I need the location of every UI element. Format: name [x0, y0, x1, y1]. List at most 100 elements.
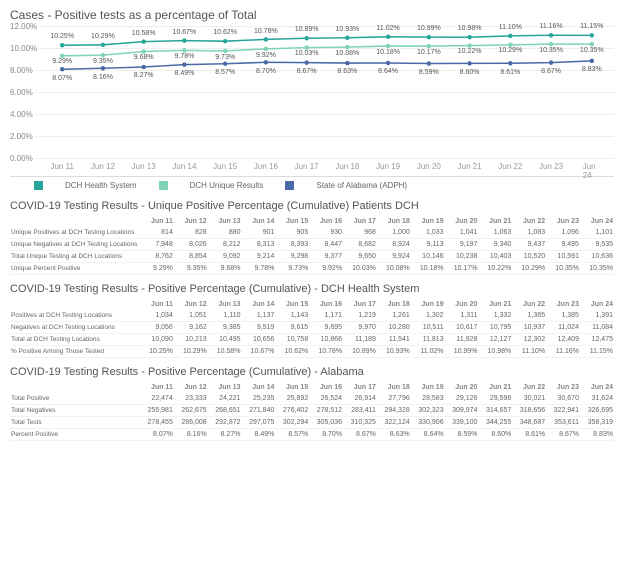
cell: 9,298 [275, 251, 309, 263]
cell: 348,687 [512, 417, 546, 429]
cell: 9,437 [512, 239, 546, 251]
point-label: 8.67% [541, 68, 561, 75]
x-axis-label: Jun 15 [213, 162, 237, 171]
cell: 344,255 [478, 417, 512, 429]
col-header: Jun 16 [309, 382, 343, 393]
cell: 9,535 [580, 239, 614, 251]
cell: 9.78% [242, 263, 276, 275]
cell: 10.29% [512, 263, 546, 275]
point-label: 8.64% [378, 68, 398, 75]
point-label: 8.60% [460, 69, 480, 76]
cell: 1,000 [377, 227, 411, 239]
cell: 330,906 [411, 417, 445, 429]
cell: 11.02% [411, 346, 445, 358]
col-header: Jun 24 [580, 382, 614, 393]
cell: 9,214 [242, 251, 276, 263]
point-label: 11.10% [499, 24, 522, 31]
cell: 10.18% [411, 263, 445, 275]
row-label: Negatives at DCH Testing Locations [10, 322, 140, 334]
cell: 26,914 [343, 393, 377, 405]
cell: 8.67% [546, 429, 580, 441]
cell: 9,197 [445, 239, 479, 251]
col-header: Jun 14 [242, 382, 276, 393]
row-label: Total Tests [10, 417, 140, 429]
cell: 10,238 [445, 251, 479, 263]
cell: 294,328 [377, 405, 411, 417]
x-axis-label: Jun 20 [417, 162, 441, 171]
col-header: Jun 23 [546, 299, 580, 310]
cell: 8,313 [242, 239, 276, 251]
x-axis-label: Jun 14 [172, 162, 196, 171]
cell: 278,455 [140, 417, 174, 429]
legend-item: DCH Health System [34, 181, 137, 190]
cell: 1,365 [512, 310, 546, 322]
cell: 11,189 [343, 334, 377, 346]
legend-item: State of Alabama (ADPH) [285, 181, 407, 190]
cell: 10,495 [208, 334, 242, 346]
col-header: Jun 12 [174, 299, 208, 310]
cell: 880 [208, 227, 242, 239]
cell: 10,403 [478, 251, 512, 263]
cell: 9.92% [309, 263, 343, 275]
point-label: 10.29% [498, 47, 522, 54]
point-label: 10.93% [335, 26, 359, 33]
point-label: 8.49% [174, 70, 194, 77]
cell: 1,034 [140, 310, 174, 322]
cell: 9,970 [343, 322, 377, 334]
cell: 339,100 [445, 417, 479, 429]
cell: 10.25% [140, 346, 174, 358]
col-header: Jun 15 [275, 382, 309, 393]
cell: 828 [174, 227, 208, 239]
cell: 23,333 [174, 393, 208, 405]
cell: 24,221 [208, 393, 242, 405]
table-title: COVID-19 Testing Results - Positive Perc… [10, 283, 614, 295]
cell: 9,056 [140, 322, 174, 334]
cell: 10,146 [411, 251, 445, 263]
cell: 322,941 [546, 405, 580, 417]
cell: 8.83% [580, 429, 614, 441]
col-header: Jun 14 [242, 216, 276, 227]
cell: 318,656 [512, 405, 546, 417]
x-axis-label: Jun 23 [539, 162, 563, 171]
cell: 9,519 [242, 322, 276, 334]
cell: 11,928 [445, 334, 479, 346]
line-chart: 0.00%2.00%4.00%6.00%8.00%10.00%12.00% 10… [10, 26, 614, 177]
cell: 9,113 [411, 239, 445, 251]
cell: 8,447 [309, 239, 343, 251]
point-label: 8.57% [215, 69, 235, 76]
cell: 12,475 [580, 334, 614, 346]
cell: 1,051 [174, 310, 208, 322]
cell: 905 [275, 227, 309, 239]
data-table: Jun 11Jun 12Jun 13Jun 14Jun 15Jun 16Jun … [10, 299, 614, 358]
cell: 9,615 [275, 322, 309, 334]
cell: 10,937 [512, 322, 546, 334]
cell: 10.78% [309, 346, 343, 358]
x-axis-label: Jun 22 [498, 162, 522, 171]
point-label: 10.35% [539, 47, 563, 54]
cell: 9,924 [377, 251, 411, 263]
y-gridline: 0.00% [10, 158, 614, 159]
cell: 305,036 [309, 417, 343, 429]
cell: 314,657 [478, 405, 512, 417]
cell: 10,758 [275, 334, 309, 346]
cell: 286,008 [174, 417, 208, 429]
cell: 8.60% [478, 429, 512, 441]
cell: 10,656 [242, 334, 276, 346]
data-table: Jun 11Jun 12Jun 13Jun 14Jun 15Jun 16Jun … [10, 216, 614, 275]
point-label: 11.02% [376, 25, 399, 32]
cell: 8.07% [140, 429, 174, 441]
point-label: 10.17% [417, 49, 441, 56]
table-title: COVID-19 Testing Results - Unique Positi… [10, 200, 614, 212]
cell: 278,512 [309, 405, 343, 417]
cell: 8,924 [377, 239, 411, 251]
col-header: Jun 16 [309, 216, 343, 227]
col-header: Jun 21 [478, 299, 512, 310]
x-axis-label: Jun 16 [254, 162, 278, 171]
cell: 10.29% [174, 346, 208, 358]
cell: 1,110 [208, 310, 242, 322]
point-label: 10.29% [91, 33, 115, 40]
point-label: 9.78% [174, 53, 194, 60]
col-header: Jun 17 [343, 216, 377, 227]
cell: 1,261 [377, 310, 411, 322]
cell: 10,520 [512, 251, 546, 263]
